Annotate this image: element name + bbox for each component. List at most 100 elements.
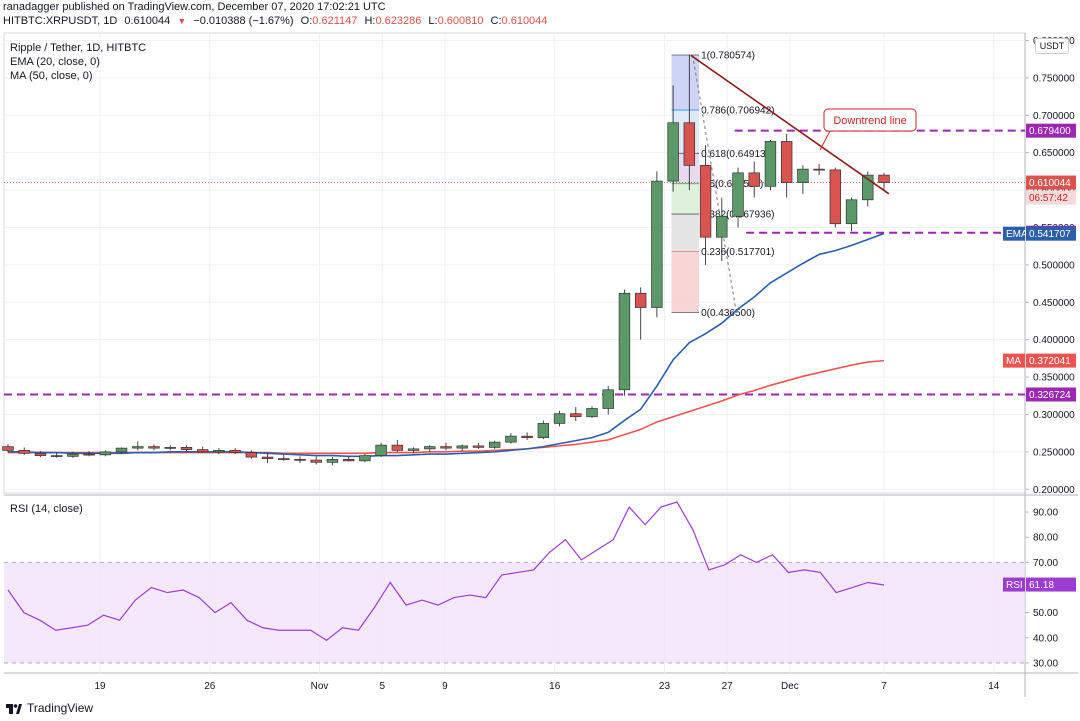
countdown-tag-bg xyxy=(1026,190,1076,205)
fib-level-label: 0(0.436500) xyxy=(701,308,755,319)
ema-tag-label: 0.541707 xyxy=(1029,229,1071,240)
candle-body xyxy=(278,458,290,460)
current-price-tag: 0.610044 xyxy=(1026,175,1076,190)
countdown-tag-label: 06:57:42 xyxy=(1029,193,1068,204)
candle-body xyxy=(570,413,582,418)
candle-body xyxy=(180,447,193,450)
candle-body xyxy=(359,455,371,462)
level-tag-bg xyxy=(1026,123,1076,138)
ema-tag-prefix: EMA xyxy=(1006,229,1028,240)
fib-level-label: 0.5(0.608537) xyxy=(701,179,763,190)
footer-brand[interactable]: TradingView xyxy=(6,701,93,715)
candle-body xyxy=(132,446,144,449)
last-price: 0.610044 xyxy=(124,15,171,27)
low-value: 0.600810 xyxy=(437,15,484,27)
price-tick-label: 0.350000 xyxy=(1033,373,1075,384)
candle-body xyxy=(651,180,663,308)
candle-body xyxy=(521,435,533,439)
rsi-tag-label: 61.18 xyxy=(1029,580,1054,591)
candle-body xyxy=(586,408,598,418)
candle-body xyxy=(634,292,647,308)
downtrend-line xyxy=(690,54,890,195)
rsi-tag-prefix-bg xyxy=(1003,577,1025,592)
price-tick-label: 0.450000 xyxy=(1033,298,1075,309)
candle-body xyxy=(2,446,14,451)
price-tick-label: 0.400000 xyxy=(1033,335,1075,346)
footer-brand-label: TradingView xyxy=(27,701,94,715)
fib-zone xyxy=(671,55,700,111)
currency-badge[interactable]: USDT xyxy=(1035,38,1069,54)
candle-body xyxy=(699,165,712,238)
legend-title: Ripple / Tether, 1D, HITBTC xyxy=(10,42,147,54)
candle-body xyxy=(50,455,63,457)
candle-body xyxy=(294,458,306,461)
time-tick-label: Dec xyxy=(781,681,799,692)
ma-tag: MA 0.372041 xyxy=(1003,353,1076,368)
ema-tag: EMA 0.541707 xyxy=(1003,226,1076,241)
fib-zone xyxy=(671,183,700,215)
close-label: C: xyxy=(490,15,502,27)
price-tick-label: 0.300000 xyxy=(1033,410,1075,421)
ema-tag-prefix-bg xyxy=(1003,226,1025,241)
callout-label: Downtrend line xyxy=(833,115,906,127)
rsi-tick-label: 40.00 xyxy=(1033,633,1058,644)
rsi-tag-bg xyxy=(1026,577,1076,592)
candle-body xyxy=(424,446,436,450)
candle-body xyxy=(472,445,485,448)
fib-level-label: 0.236(0.517701) xyxy=(701,247,774,258)
time-tick-label: 14 xyxy=(988,681,1000,692)
countdown-tag: 06:57:42 xyxy=(1026,190,1076,205)
price-tick-label: 0.700000 xyxy=(1033,111,1075,122)
low-label: L: xyxy=(428,15,438,27)
fib-zone xyxy=(671,214,700,252)
candle-body xyxy=(878,174,890,183)
downtrend-callout: Downtrend line xyxy=(819,108,917,151)
current-price-tag-label: 0.610044 xyxy=(1029,178,1071,189)
change-down-icon: ▼ xyxy=(177,16,187,26)
candle-body xyxy=(391,444,404,451)
candle-body xyxy=(456,445,468,449)
candle-body xyxy=(780,141,793,183)
ma-tag-prefix: MA xyxy=(1006,356,1021,367)
candle-body xyxy=(845,199,858,225)
price-tick-label: 0.750000 xyxy=(1033,73,1075,84)
candle-body xyxy=(716,215,728,238)
ma-tag-prefix-bg xyxy=(1003,353,1025,368)
high-label: H: xyxy=(364,15,376,27)
open-value: 0.621147 xyxy=(312,15,358,27)
candle-body xyxy=(342,458,355,462)
level-tag: 0.679400 xyxy=(1026,123,1076,138)
price-change: −0.010388 (−1.67%) xyxy=(193,15,294,27)
candle-body xyxy=(618,292,631,391)
candle-body xyxy=(196,449,209,453)
candle-body xyxy=(213,450,225,453)
legend-ma: MA (50, close, 0) xyxy=(10,70,93,82)
ma-line xyxy=(8,359,885,455)
candle-body xyxy=(764,141,777,187)
callout-box xyxy=(823,108,917,132)
publish-line: ranadagger published on TradingView.com,… xyxy=(3,1,386,13)
fib-level-label: 1(0.780574) xyxy=(701,51,755,62)
rsi-band xyxy=(4,562,1025,663)
candle-body xyxy=(148,446,160,449)
rsi-line xyxy=(7,501,885,642)
tradingview-logo-icon xyxy=(6,704,22,714)
symbol-line: HITBTC:XRPUSDT, 1D 0.610044 ▼ −0.010388 … xyxy=(3,15,551,27)
level-tag-bg xyxy=(1026,387,1076,402)
rsi-tick-label: 90.00 xyxy=(1033,508,1058,519)
rsi-tag-prefix: RSI xyxy=(1006,580,1023,591)
candle-body xyxy=(829,169,842,225)
fib-trend-line xyxy=(692,54,737,313)
candle-body xyxy=(67,453,79,457)
price-tick-label: 0.250000 xyxy=(1033,447,1075,458)
candle-body xyxy=(813,168,825,171)
candle-body xyxy=(34,453,47,456)
fib-level-label: 0.618(0.649138) xyxy=(701,149,774,160)
candle-body xyxy=(683,122,696,166)
candle-body xyxy=(164,447,176,449)
symbol-name: HITBTC:XRPUSDT, 1D xyxy=(3,15,118,27)
level-tag-label: 0.679400 xyxy=(1029,126,1071,137)
level-tag: 0.326724 xyxy=(1026,387,1076,402)
time-tick-label: 26 xyxy=(204,681,216,692)
